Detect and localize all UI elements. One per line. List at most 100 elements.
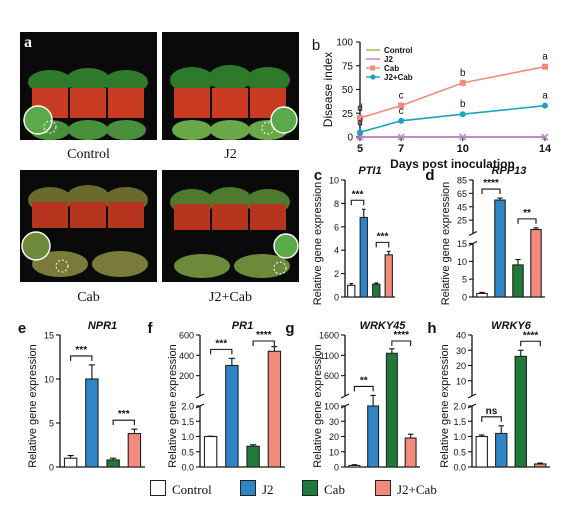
legend-swatch-j2-cab — [375, 480, 391, 496]
panel-letter-g: g — [285, 320, 294, 337]
data-point-3 — [357, 129, 363, 136]
photo-caption-cab: Cab — [77, 290, 100, 305]
bar-e-3 — [127, 433, 142, 468]
y-axis-label-e: Relative gene expression — [27, 344, 39, 468]
significance-bracket-g — [353, 385, 374, 392]
legend-swatch-control — [150, 480, 166, 496]
y-tick-label-h: 0.5 — [453, 447, 466, 457]
y-tick-label-b: 75 — [342, 61, 354, 72]
panel-letter-d: d — [425, 167, 434, 184]
panel-letter-h: h — [427, 320, 436, 337]
significance-letter: b — [460, 99, 466, 110]
y-tick-label-b: 50 — [342, 85, 354, 96]
legend-label-b: Cab — [384, 64, 399, 73]
legend-label-b: J2+Cab — [384, 73, 413, 82]
significance-letter: d — [357, 117, 363, 128]
photo-caption-j2: J2 — [224, 147, 237, 162]
chart-title-e: NPR1 — [88, 320, 117, 332]
bar-d-2 — [512, 264, 524, 298]
y-tick-label-g: 100 — [324, 402, 339, 412]
y-tick-label-f: 600 — [179, 331, 194, 341]
data-point-1 — [541, 133, 549, 141]
bar-d-3 — [530, 228, 542, 298]
data-point-2 — [398, 102, 405, 109]
significance-bracket-e — [70, 355, 93, 361]
y-tick-label-g: 0 — [334, 463, 339, 473]
y-axis-label-b: Disease index — [321, 52, 335, 127]
x-tick-label-b: 5 — [357, 143, 363, 155]
y-tick-label-b: 25 — [342, 109, 354, 120]
significance-bracket-d — [517, 218, 537, 224]
bar-h-3 — [534, 463, 547, 468]
plant-photo-illustration — [20, 170, 157, 282]
significance-letter: a — [542, 91, 548, 102]
data-point-3 — [398, 117, 405, 124]
y-axis-label-h: Relative gene expression — [439, 344, 451, 468]
data-point-2 — [357, 115, 363, 121]
panel-letter-a: a — [24, 34, 32, 51]
photo-cab — [20, 170, 157, 282]
plant-photo-illustration — [162, 170, 299, 282]
y-tick-label-h: 1.0 — [453, 432, 466, 442]
x-axis-label-b: Days post inoculation — [390, 157, 515, 171]
y-axis-label-d: Relative gene expression — [440, 182, 452, 306]
y-tick-label-d: 65 — [457, 189, 467, 199]
data-point-0 — [356, 133, 364, 141]
data-point-0 — [541, 133, 549, 141]
panel-letter-e: e — [18, 320, 26, 337]
legend-item-j2-cab: J2+Cab — [375, 480, 437, 498]
y-tick-label-d: 0 — [462, 293, 467, 303]
y-tick-label-h: 20 — [456, 361, 466, 371]
significance-label-h: ns — [486, 406, 498, 417]
y-axis-label-c: Relative gene expression — [312, 182, 324, 306]
bar-f-2 — [246, 445, 260, 468]
bar-c-1 — [359, 216, 368, 298]
y-tick-label-f: 0.5 — [181, 447, 194, 457]
significance-bracket-f — [252, 340, 275, 346]
y-tick-label-d: 15 — [457, 239, 467, 249]
significance-label-f: *** — [215, 338, 227, 349]
y-tick-label-f: 1.0 — [181, 432, 194, 442]
legend-marker-b — [370, 65, 375, 71]
significance-label-f: **** — [256, 330, 272, 341]
y-tick-label-h: 30 — [456, 346, 466, 356]
significance-bracket-c — [350, 199, 365, 206]
chart-title-d: RPP13 — [492, 165, 527, 177]
significance-label-c: *** — [377, 231, 389, 242]
significance-label-g: ** — [360, 375, 368, 386]
bar-e-1 — [85, 378, 99, 468]
x-tick-label-b: 10 — [457, 143, 469, 155]
panel-letter-c: c — [314, 167, 322, 184]
legend-label-cab: Cab — [324, 482, 345, 497]
photo-j2-cab — [162, 170, 299, 282]
y-axis-label-g: Relative gene expression — [312, 344, 324, 468]
significance-letter: c — [399, 106, 404, 117]
data-point-0 — [459, 133, 467, 141]
bar-f-0 — [203, 435, 218, 468]
significance-bracket-h — [481, 416, 502, 422]
data-point-2 — [459, 79, 466, 86]
y-tick-label-e: 0 — [49, 463, 54, 473]
y-axis-label-f: Relative gene expression — [167, 344, 179, 468]
bar-f-1 — [225, 364, 239, 468]
bar-g-3 — [404, 437, 417, 468]
significance-bracket-g — [391, 340, 412, 346]
bar-e-0 — [63, 457, 78, 468]
y-tick-label-c: 10 — [329, 176, 339, 186]
y-tick-label-d: 10 — [457, 257, 467, 267]
significance-label-d: **** — [483, 178, 499, 189]
y-tick-label-e: 10 — [44, 375, 54, 385]
panel-letter-b: b — [312, 37, 320, 54]
legend-label-j2-cab: J2+Cab — [397, 482, 437, 497]
significance-letter: c — [399, 91, 404, 102]
y-tick-label-g: 1600 — [319, 331, 339, 341]
y-tick-label-c: 4 — [334, 246, 339, 256]
data-point-2 — [542, 63, 548, 70]
axis-break-g — [340, 393, 350, 409]
significance-letter: b — [460, 68, 466, 79]
y-tick-label-f: 1.5 — [181, 417, 194, 427]
y-tick-label-g: 10 — [329, 447, 339, 457]
plant-photo-illustration — [162, 32, 299, 140]
data-point-3 — [542, 102, 548, 109]
bar-h-1 — [495, 432, 508, 468]
